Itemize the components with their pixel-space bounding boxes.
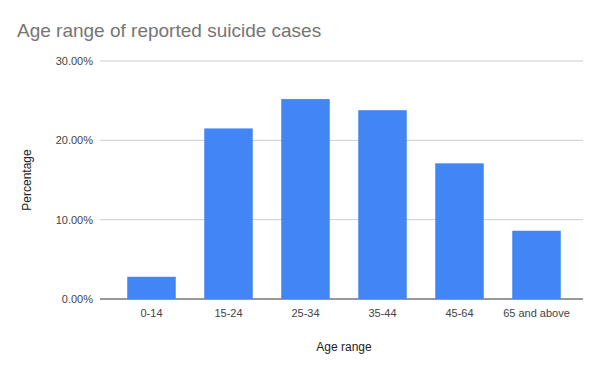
bar (127, 277, 176, 299)
y-tick-label: 0.00% (62, 293, 93, 305)
grid-line (100, 61, 583, 62)
grid-line (100, 219, 583, 220)
chart-container: Age range of reported suicide cases 0.00%… (0, 0, 600, 371)
y-tick-label: 10.00% (56, 214, 94, 226)
x-tick-label: 45-64 (445, 307, 473, 319)
x-tick-label: 35-44 (368, 307, 396, 319)
bar (435, 163, 484, 299)
bar (204, 128, 253, 299)
x-tick-label: 65 and above (503, 307, 570, 319)
x-axis-title: Age range (316, 340, 372, 354)
y-tick-label: 30.00% (56, 55, 94, 67)
x-tick-label: 15-24 (214, 307, 242, 319)
bar (358, 110, 407, 299)
bar (281, 99, 330, 299)
y-tick-label: 20.00% (56, 134, 94, 146)
bars (127, 99, 561, 299)
chart-svg: Age range of reported suicide cases 0.00%… (0, 0, 600, 371)
chart-title: Age range of reported suicide cases (17, 20, 321, 41)
x-tick-label: 25-34 (291, 307, 319, 319)
bar (512, 231, 561, 299)
grid-line (100, 140, 583, 141)
y-axis-title: Percentage (20, 149, 34, 211)
background (0, 0, 600, 371)
x-tick-label: 0-14 (140, 307, 162, 319)
